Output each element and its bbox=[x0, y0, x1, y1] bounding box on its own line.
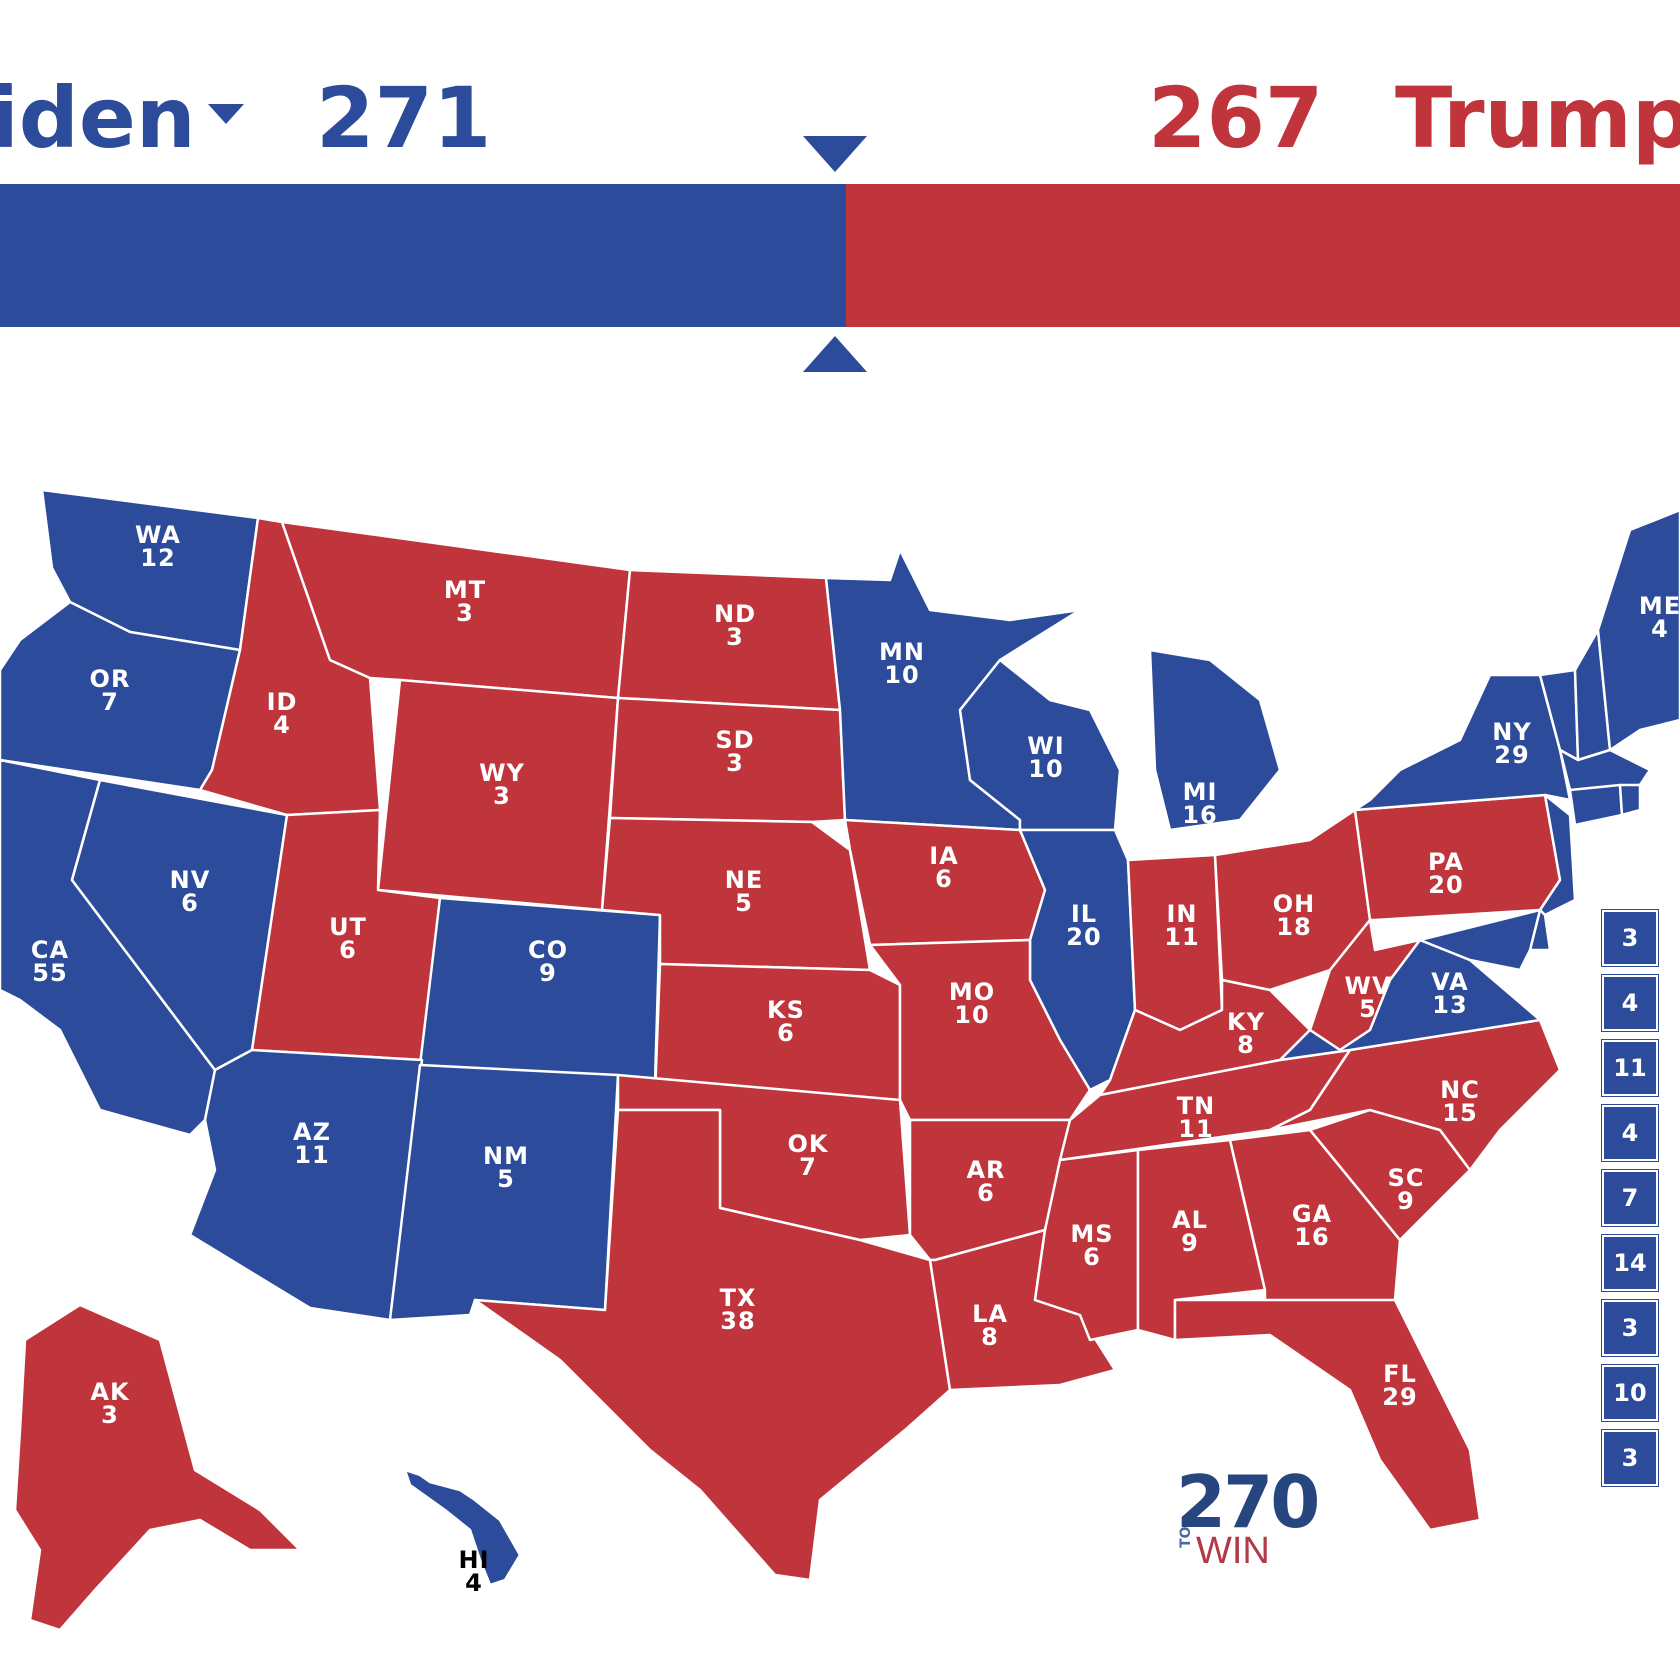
state-PA[interactable] bbox=[1353, 793, 1562, 922]
small-state-list: 3 4 11 4 7 14 3 10 3 bbox=[1601, 909, 1659, 1495]
dem-vote-bar-fill bbox=[0, 184, 846, 327]
state-SD[interactable] bbox=[608, 696, 847, 824]
state-ME[interactable] bbox=[1596, 508, 1680, 752]
dem-candidate-name[interactable]: iden bbox=[0, 69, 196, 167]
small-state-votes-0[interactable]: 3 bbox=[1601, 909, 1659, 967]
small-state-votes-8[interactable]: 3 bbox=[1601, 1429, 1659, 1487]
state-WY[interactable] bbox=[376, 678, 620, 912]
small-state-votes-4[interactable]: 7 bbox=[1601, 1169, 1659, 1227]
electoral-vote-bar bbox=[0, 184, 1680, 327]
state-IN[interactable] bbox=[1126, 853, 1224, 1032]
state-MI[interactable] bbox=[1148, 648, 1282, 832]
state-RI[interactable] bbox=[1618, 783, 1642, 817]
state-TX[interactable] bbox=[473, 1108, 952, 1582]
state-MD[interactable] bbox=[1418, 908, 1542, 972]
state-ND[interactable] bbox=[616, 568, 842, 712]
logo-win: WIN bbox=[1196, 1530, 1270, 1572]
logo-number: 270 bbox=[1176, 1460, 1320, 1544]
small-state-votes-2[interactable]: 11 bbox=[1601, 1039, 1659, 1097]
small-state-votes-5[interactable]: 14 bbox=[1601, 1234, 1659, 1292]
dem-electoral-votes: 271 bbox=[316, 69, 492, 167]
state-NM[interactable] bbox=[388, 1063, 620, 1322]
rep-candidate-name[interactable]: Trump bbox=[1395, 69, 1680, 167]
state-VA[interactable] bbox=[1278, 938, 1542, 1062]
state-NC[interactable] bbox=[1268, 1018, 1562, 1172]
small-state-votes-3[interactable]: 4 bbox=[1601, 1104, 1659, 1162]
small-state-votes-7[interactable]: 10 bbox=[1601, 1364, 1659, 1422]
logo-to: TO bbox=[1178, 1526, 1194, 1548]
state-KS[interactable] bbox=[653, 962, 902, 1102]
caret-down-icon[interactable] bbox=[208, 104, 244, 124]
state-AZ[interactable] bbox=[188, 1048, 424, 1322]
rep-electoral-votes: 267 bbox=[1148, 69, 1324, 167]
small-state-votes-1[interactable]: 4 bbox=[1601, 974, 1659, 1032]
state-FL[interactable] bbox=[1173, 1298, 1482, 1532]
state-MO[interactable] bbox=[868, 938, 1092, 1122]
rep-vote-bar-fill bbox=[846, 184, 1680, 327]
electoral-map: WA 12 OR 7 CA 55 NV 6 ID 4 MT 3 WY 3 UT 6 CO 9 AZ… bbox=[0, 470, 1680, 1680]
state-IA[interactable] bbox=[843, 818, 1047, 947]
state-AK[interactable] bbox=[13, 1303, 302, 1632]
state-CT[interactable] bbox=[1568, 783, 1624, 827]
small-state-votes-6[interactable]: 3 bbox=[1601, 1299, 1659, 1357]
state-HI[interactable] bbox=[403, 1468, 522, 1587]
state-CO[interactable] bbox=[418, 896, 662, 1084]
triangle-down-icon bbox=[803, 136, 867, 172]
270towin-logo: 270 TO WIN bbox=[1176, 1460, 1320, 1576]
state-NY[interactable] bbox=[1353, 673, 1572, 812]
state-votes: 4 bbox=[465, 1569, 483, 1597]
triangle-up-icon bbox=[803, 336, 867, 372]
state-WI[interactable] bbox=[958, 658, 1122, 832]
